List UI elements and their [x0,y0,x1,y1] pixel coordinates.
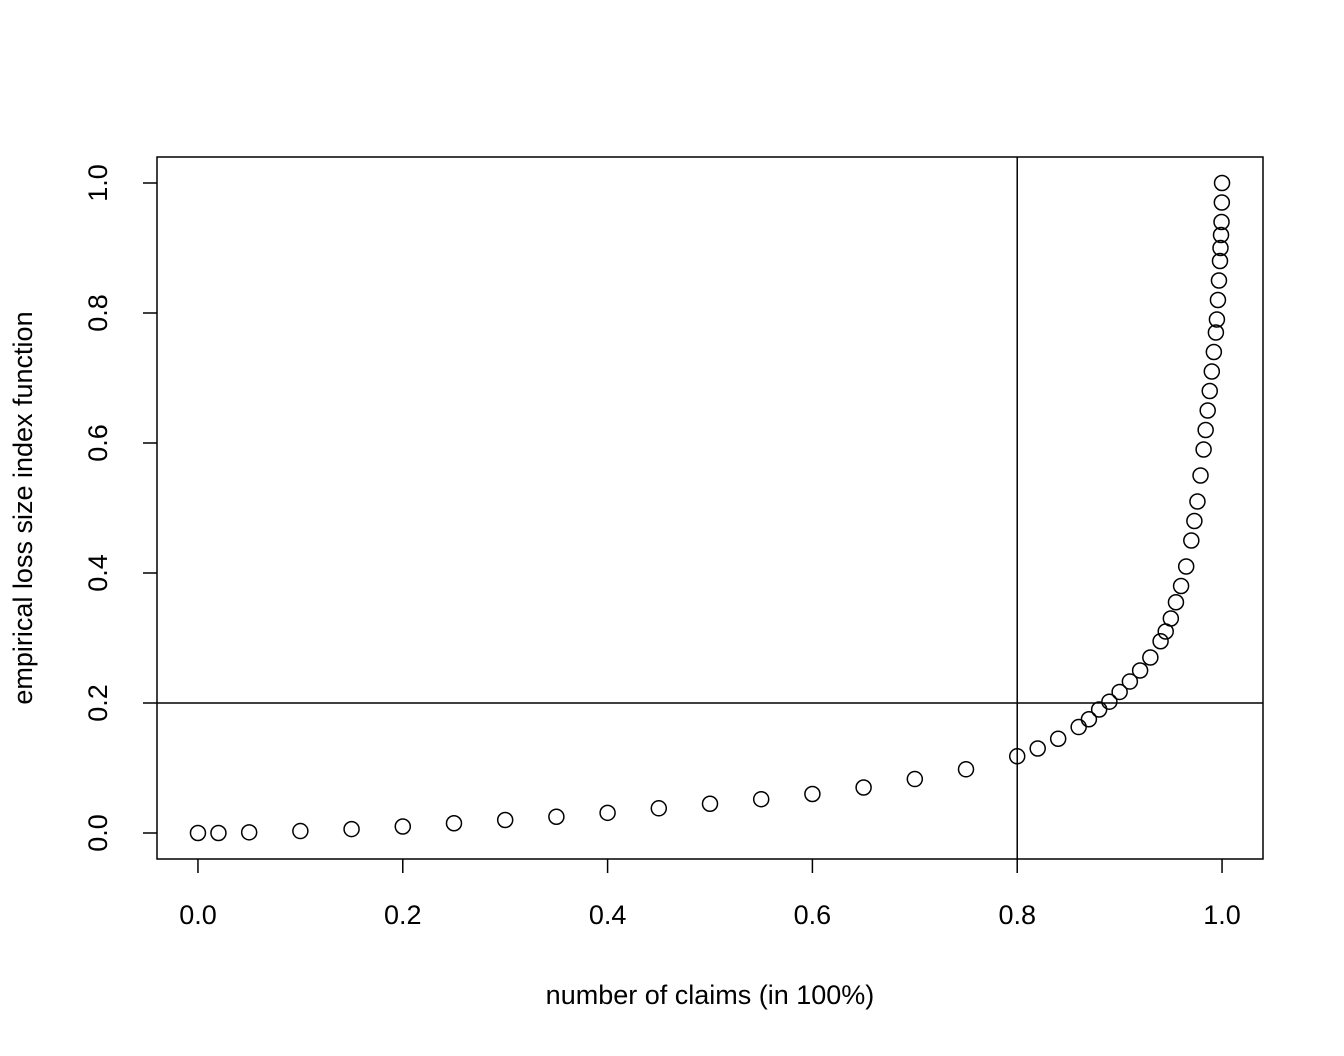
point [1203,363,1221,380]
point [752,790,770,808]
point [394,818,412,835]
point [1212,239,1229,257]
point [906,770,924,788]
y-tick-label: 1.0 [83,164,113,202]
point [240,824,258,841]
point [1195,441,1212,458]
point [1213,194,1231,211]
point [1205,343,1223,361]
point [210,824,227,842]
point [1213,174,1231,192]
point [701,795,719,812]
point [1111,683,1128,701]
point [1131,662,1149,679]
point [292,822,309,840]
point [804,785,821,803]
point [650,800,668,817]
point [1162,610,1180,627]
x-tick-label: 0.4 [589,900,627,930]
point [1211,252,1229,270]
point [1207,324,1225,341]
point [1209,291,1227,309]
point [1049,730,1067,747]
point [1189,493,1206,510]
y-tick-label: 0.6 [83,424,113,462]
point [1197,421,1214,439]
y-tick-label: 0.4 [83,554,113,592]
point [855,779,872,796]
x-tick-label: 0.2 [384,900,422,930]
point [1142,649,1159,666]
point [496,811,514,829]
point [1213,213,1230,231]
plot-frame [156,156,1264,860]
x-tick-label: 0.0 [179,900,217,930]
point [189,824,207,842]
point [1212,226,1230,244]
point [1201,382,1218,400]
point [1029,740,1046,757]
point [957,761,975,778]
x-tick-label: 1.0 [1203,900,1241,930]
point [1167,594,1185,611]
point [1210,272,1228,289]
x-tick-label: 0.6 [794,900,832,930]
point [343,820,360,838]
point [1186,512,1203,530]
point [1070,718,1087,736]
point [445,815,463,832]
point [1199,402,1216,419]
point [548,808,565,825]
point [1172,577,1190,595]
point [1090,701,1108,718]
point [1152,633,1169,650]
point [1101,693,1118,710]
x-tick-label: 0.8 [998,900,1036,930]
y-tick-label: 0.2 [83,684,113,722]
y-tick-label: 0.8 [83,294,113,332]
point [1192,467,1209,484]
y-axis-label: empirical loss size index function [8,311,38,704]
point [1080,711,1098,728]
x-axis-label: number of claims (in 100%) [546,980,875,1010]
y-tick-label: 0.0 [83,814,113,852]
point [1183,532,1200,549]
point [599,804,616,822]
point [1121,673,1139,690]
point [1177,558,1195,575]
point [1208,311,1226,328]
point [1008,748,1026,765]
